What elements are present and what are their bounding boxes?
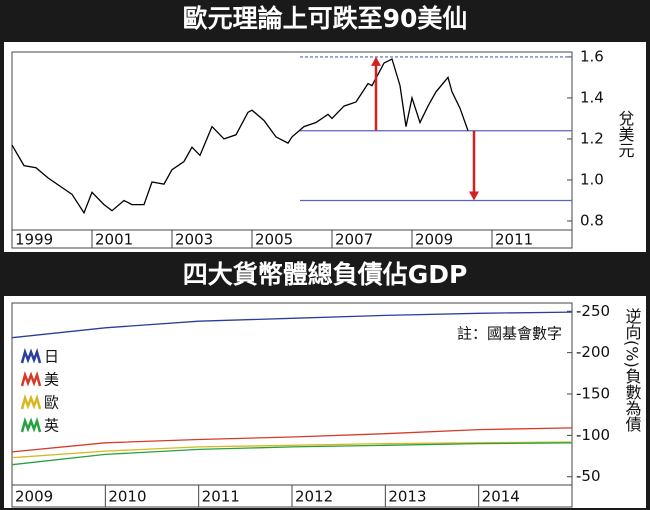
x-tick-label: 2003	[175, 231, 213, 249]
y-tick-label: -100	[576, 426, 610, 444]
x-tick-label: 2014	[482, 488, 520, 506]
legend-label: 日	[44, 348, 59, 366]
data-line	[11, 427, 573, 453]
data-line	[11, 58, 469, 215]
legend-icon	[20, 393, 42, 410]
y-axis-label: 兌美元	[616, 110, 635, 158]
y-tick-label: 1.6	[580, 47, 604, 65]
x-tick-label: 2011	[202, 488, 240, 506]
arrow-head	[371, 56, 381, 66]
x-tick-label: 2013	[388, 488, 426, 506]
chart-title: 四大貨幣體總負債佔GDP	[183, 260, 468, 289]
data-line	[11, 442, 573, 466]
y-tick-label: -200	[576, 343, 610, 361]
arrow-head	[469, 191, 479, 201]
x-tick-label: 2011	[495, 231, 533, 249]
y-tick-label: 1.0	[580, 170, 604, 188]
x-tick-label: 2009	[415, 231, 453, 249]
x-tick-label: 2012	[295, 488, 333, 506]
x-tick-label: 1999	[15, 231, 53, 249]
legend-icon	[20, 370, 42, 387]
y-tick-label: 1.4	[580, 88, 604, 106]
y-tick-label: -50	[576, 467, 601, 485]
y-tick-label: 1.2	[580, 129, 604, 147]
panel-1	[4, 42, 646, 252]
panel-2	[4, 296, 646, 508]
legend-icon	[20, 416, 42, 433]
y-tick-label: -150	[576, 385, 610, 403]
legend-icon	[20, 347, 42, 364]
x-tick-label: 2007	[335, 231, 373, 249]
x-tick-label: 2009	[15, 488, 53, 506]
plot-frame	[11, 51, 573, 249]
legend-label: 歐	[44, 394, 59, 412]
x-tick-label: 2001	[95, 231, 133, 249]
note: 註：國基會數字	[457, 325, 562, 343]
legend-label: 美	[44, 371, 59, 389]
legend-label: 英	[44, 417, 59, 435]
y-tick-label: 0.8	[580, 211, 604, 229]
chart-title: 歐元理論上可跌至90美仙	[183, 4, 468, 33]
data-line	[11, 311, 573, 339]
y-axis-label: 逆向(%)負數為債	[623, 308, 642, 432]
data-line	[11, 441, 573, 459]
y-tick-label: -250	[576, 302, 610, 320]
x-tick-label: 2010	[108, 488, 146, 506]
x-tick-label: 2005	[255, 231, 293, 249]
